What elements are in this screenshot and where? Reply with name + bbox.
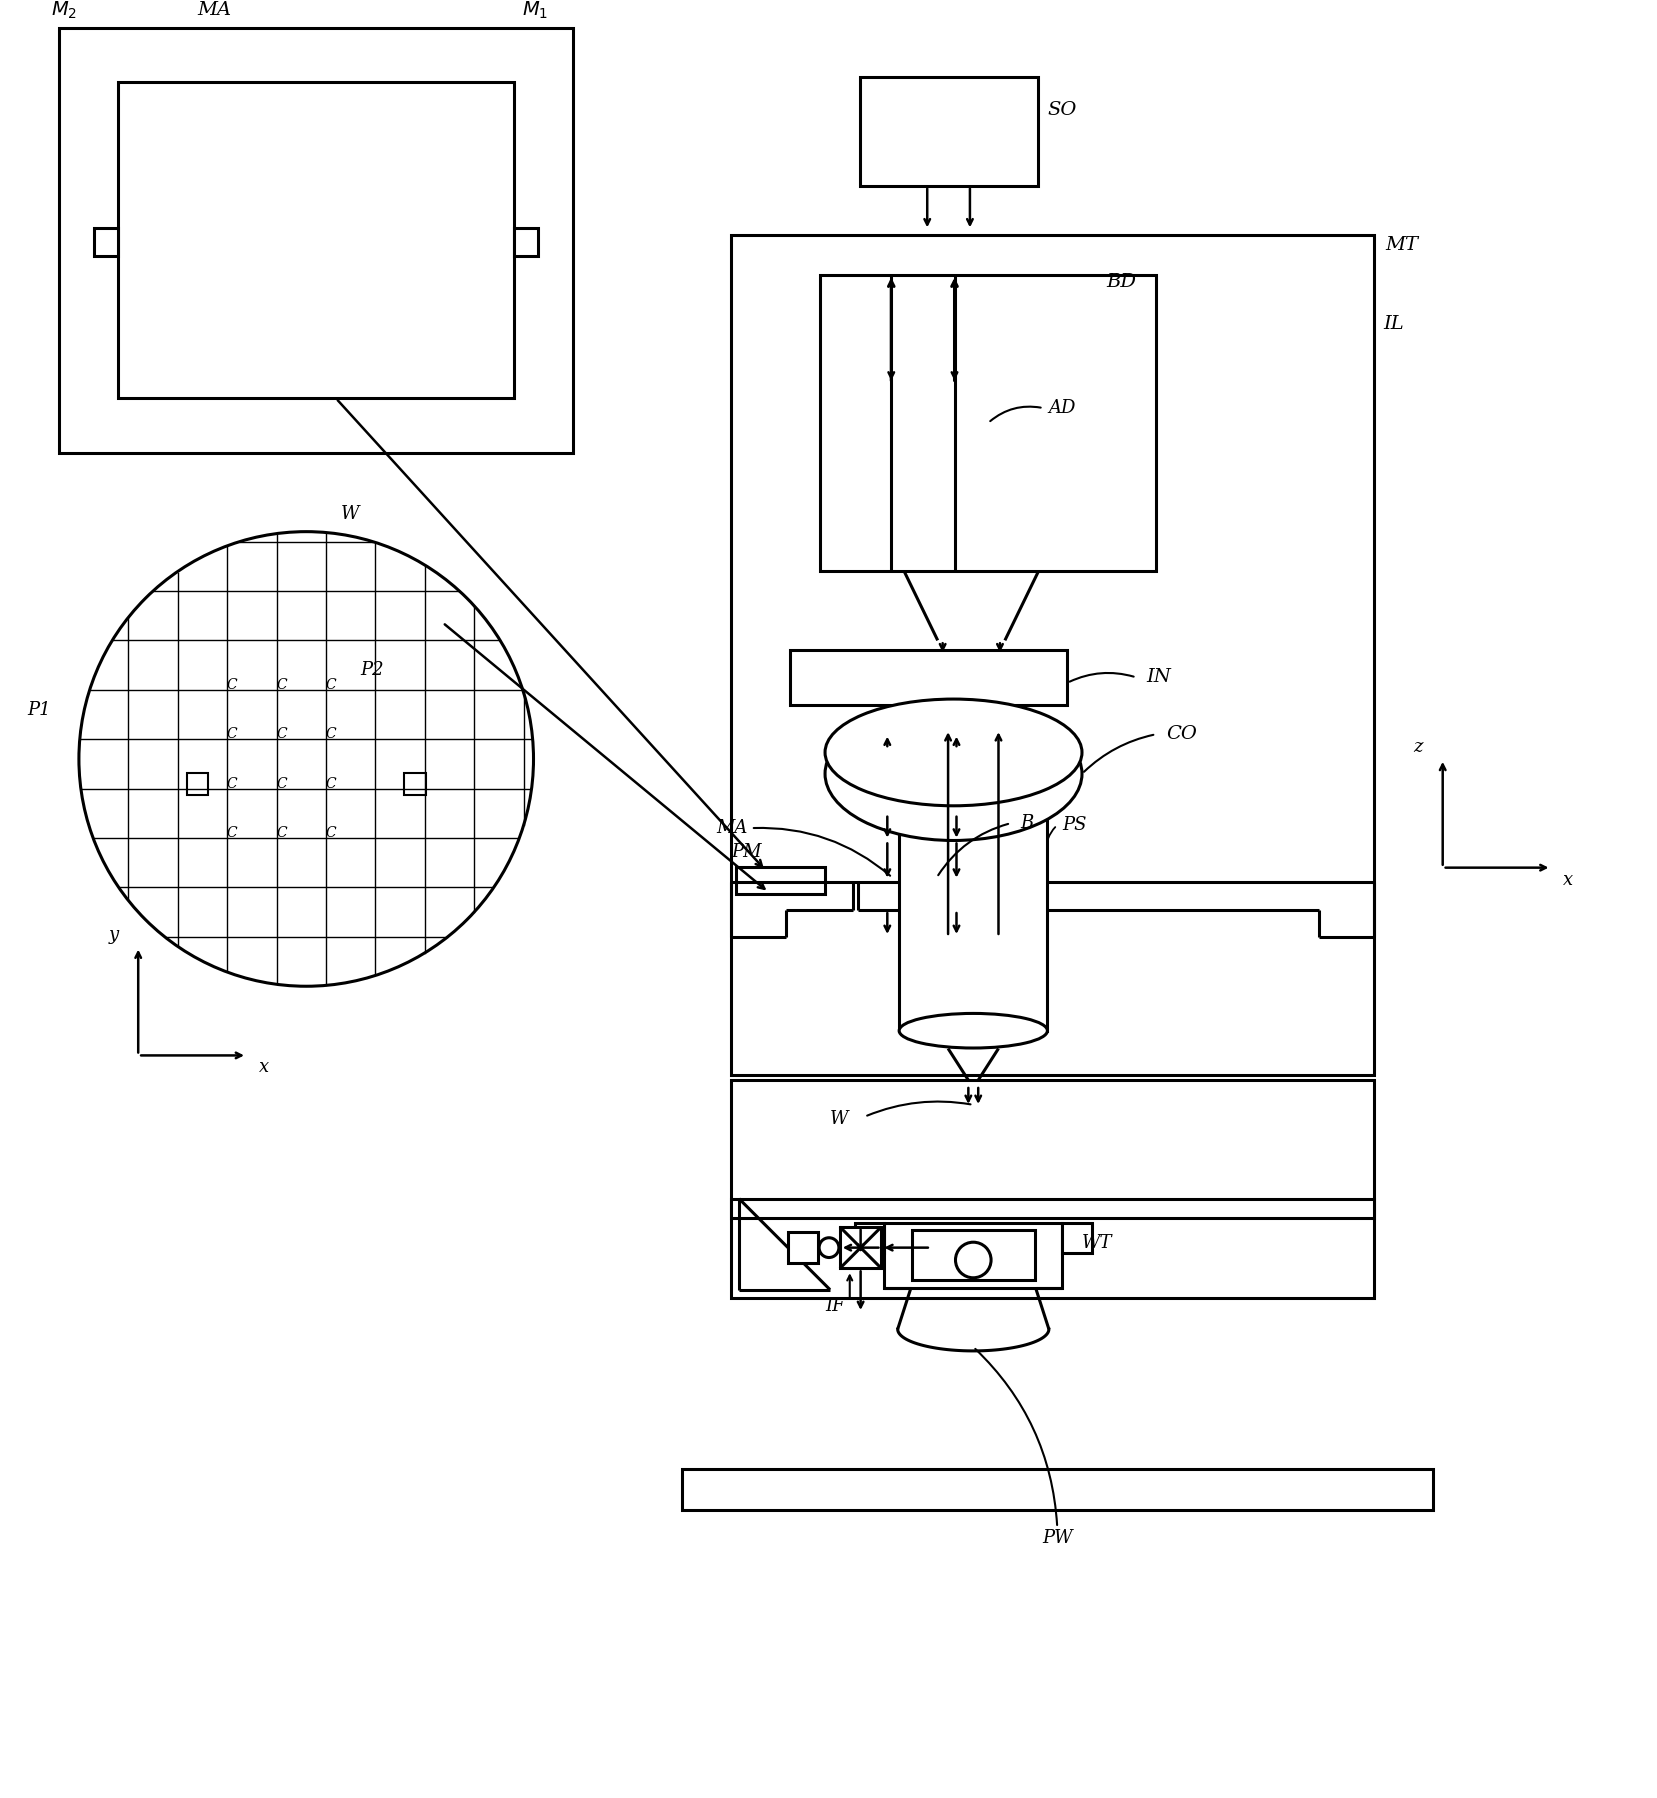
Text: PW: PW — [1041, 1528, 1072, 1546]
Text: C: C — [277, 678, 287, 692]
Text: $M_2$: $M_2$ — [51, 0, 78, 20]
Text: C: C — [227, 678, 237, 692]
Bar — [858, 77, 1037, 185]
Bar — [681, 1469, 1432, 1510]
Text: x: x — [258, 1059, 268, 1077]
Bar — [118, 83, 514, 397]
Circle shape — [819, 1237, 838, 1257]
Text: C: C — [227, 726, 237, 741]
Ellipse shape — [825, 699, 1082, 806]
Text: PS: PS — [1062, 816, 1085, 834]
Text: C: C — [325, 726, 336, 741]
Text: z: z — [1412, 739, 1422, 757]
Bar — [1062, 1223, 1092, 1253]
Text: y: y — [108, 926, 119, 944]
Bar — [736, 867, 825, 894]
Bar — [731, 236, 1372, 1075]
Bar — [789, 1232, 817, 1264]
Text: P1: P1 — [28, 701, 51, 719]
Bar — [820, 275, 1155, 572]
Bar — [731, 1081, 1372, 1298]
Text: C: C — [325, 777, 336, 791]
Text: C: C — [277, 777, 287, 791]
Bar — [731, 1199, 1372, 1219]
Text: MA: MA — [197, 0, 232, 18]
Circle shape — [954, 1242, 991, 1278]
Text: AD: AD — [1047, 399, 1075, 417]
Bar — [404, 773, 426, 795]
Bar — [60, 27, 573, 453]
Bar — [187, 773, 209, 795]
Bar — [780, 261, 1097, 334]
Text: CO: CO — [1165, 725, 1196, 743]
Text: $M_1$: $M_1$ — [522, 0, 547, 20]
Text: IF: IF — [825, 1296, 843, 1314]
Text: P2: P2 — [360, 662, 384, 680]
Text: x: x — [1563, 870, 1572, 888]
Text: IN: IN — [1145, 669, 1170, 687]
Text: C: C — [325, 678, 336, 692]
Text: B: B — [1021, 814, 1034, 832]
Ellipse shape — [825, 707, 1082, 840]
Bar — [514, 228, 539, 255]
Circle shape — [80, 532, 534, 987]
Bar — [94, 228, 118, 255]
Bar — [911, 1230, 1034, 1280]
Text: MA: MA — [716, 820, 747, 838]
Text: C: C — [227, 777, 237, 791]
Bar — [790, 651, 1067, 705]
Bar — [853, 1223, 883, 1253]
Bar — [898, 744, 1047, 1030]
Text: W: W — [830, 1109, 848, 1127]
Ellipse shape — [898, 1014, 1047, 1048]
Bar — [883, 1223, 1062, 1287]
Bar — [840, 1226, 882, 1268]
Text: BD: BD — [1105, 273, 1137, 291]
Text: SO: SO — [1047, 101, 1075, 119]
Text: C: C — [325, 825, 336, 840]
Text: WT: WT — [1082, 1233, 1112, 1251]
Text: C: C — [227, 825, 237, 840]
Text: C: C — [277, 825, 287, 840]
Text: IL: IL — [1382, 315, 1403, 333]
Text: C: C — [277, 726, 287, 741]
Text: MT: MT — [1385, 236, 1417, 254]
Text: W: W — [341, 505, 360, 523]
Text: PM: PM — [731, 843, 761, 861]
Ellipse shape — [898, 726, 1047, 761]
